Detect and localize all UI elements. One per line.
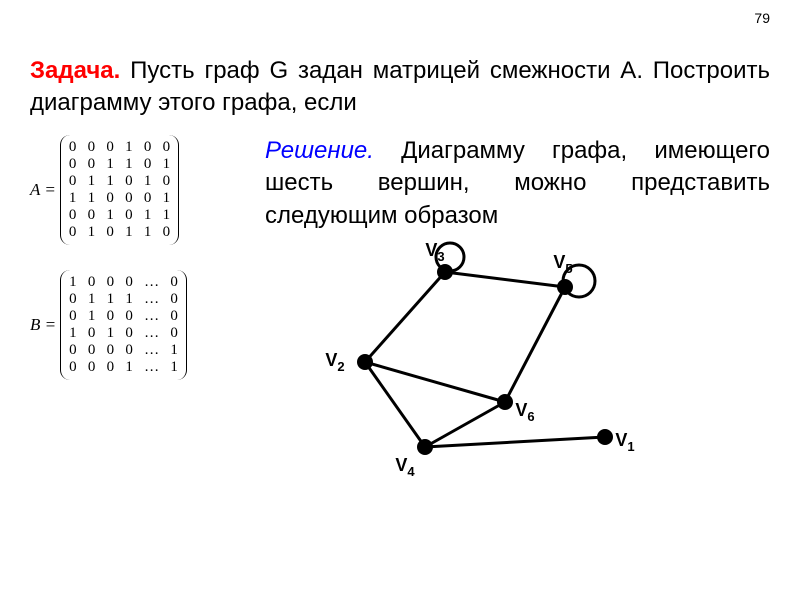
matrix-row: 1 0 1 0 … 0 xyxy=(69,325,178,342)
matrix-row: 0 0 0 1 0 0 xyxy=(69,139,170,156)
edge xyxy=(425,402,505,447)
matrix-row: 0 1 1 0 1 0 xyxy=(69,173,170,190)
graph-node-label: V3 xyxy=(425,240,444,264)
matrix-B: B = 1 0 0 0 … 00 1 1 1 … 00 1 0 0 … 01 0… xyxy=(30,270,250,380)
edge xyxy=(425,437,605,447)
solution-label: Решение. xyxy=(265,137,374,164)
matrix-row: 0 0 0 1 … 1 xyxy=(69,359,178,376)
graph-node-label: V1 xyxy=(615,430,634,454)
matrix-B-body: 1 0 0 0 … 00 1 1 1 … 00 1 0 0 … 01 0 1 0… xyxy=(60,270,187,380)
graph-node-label: V2 xyxy=(325,350,344,374)
edge xyxy=(365,272,445,362)
edge xyxy=(505,287,565,402)
matrix-A-body: 0 0 0 1 0 00 0 1 1 0 10 1 1 0 1 01 1 0 0… xyxy=(60,135,179,245)
problem-label: Задача. xyxy=(30,57,120,84)
content-row: A = 0 0 0 1 0 00 0 1 1 0 10 1 1 0 1 01 1… xyxy=(30,135,770,482)
graph-node-label: V4 xyxy=(395,455,414,479)
matrix-B-label: B = xyxy=(30,315,56,335)
edge xyxy=(445,272,565,287)
solution-paragraph: Решение. Диаграмму графа, имеющего шесть… xyxy=(265,135,770,232)
graph-diagram: V1 V2 V3 V4 V5 V6 xyxy=(275,232,635,482)
matrix-row: 0 1 0 1 1 0 xyxy=(69,224,170,241)
graph-node xyxy=(357,354,373,370)
graph-node-label: V6 xyxy=(515,400,534,424)
problem-body: Пусть граф G задан матрицей смежности A.… xyxy=(30,57,770,116)
matrix-A-label: A = xyxy=(30,180,56,200)
matrix-row: 1 0 0 0 … 0 xyxy=(69,274,178,291)
matrix-row: 0 0 0 0 … 1 xyxy=(69,342,178,359)
edge xyxy=(365,362,505,402)
matrix-row: 0 1 1 1 … 0 xyxy=(69,291,178,308)
matrix-column: A = 0 0 0 1 0 00 0 1 1 0 10 1 1 0 1 01 1… xyxy=(30,135,250,482)
page-number: 79 xyxy=(754,10,770,26)
graph-node xyxy=(557,279,573,295)
graph-node-label: V5 xyxy=(553,252,572,276)
matrix-row: 1 1 0 0 0 1 xyxy=(69,190,170,207)
matrix-row: 0 0 1 0 1 1 xyxy=(69,207,170,224)
matrix-row: 0 0 1 1 0 1 xyxy=(69,156,170,173)
solution-column: Решение. Диаграмму графа, имеющего шесть… xyxy=(265,135,770,482)
edge xyxy=(365,362,425,447)
graph-node xyxy=(497,394,513,410)
graph-node xyxy=(597,429,613,445)
matrix-row: 0 1 0 0 … 0 xyxy=(69,308,178,325)
problem-paragraph: Задача. Пусть граф G задан матрицей смеж… xyxy=(30,55,770,120)
graph-node xyxy=(417,439,433,455)
graph-node xyxy=(437,264,453,280)
matrix-A: A = 0 0 0 1 0 00 0 1 1 0 10 1 1 0 1 01 1… xyxy=(30,135,250,245)
